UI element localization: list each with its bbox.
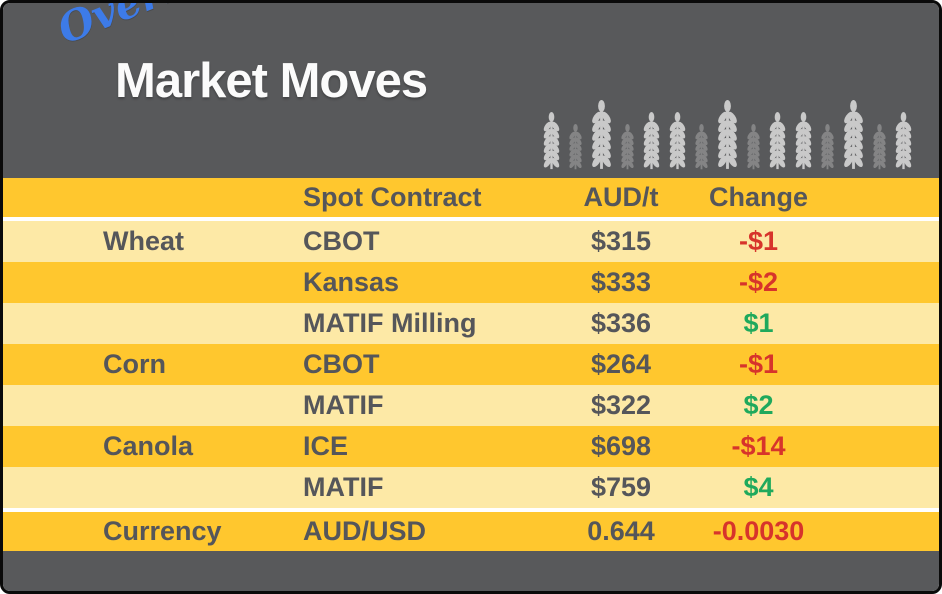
- price-cell: $759: [590, 472, 652, 502]
- table-header-row: Spot Contract AUD/t Change: [3, 178, 939, 217]
- footer-band: [3, 551, 939, 591]
- commodity-cell: Currency: [103, 516, 222, 546]
- overnight-script-text: Overnight: [51, 3, 282, 54]
- currency-row: Currency AUD/USD 0.644 -0.0030: [3, 512, 939, 551]
- wheat-icon: [590, 100, 613, 170]
- wheat-icon: [894, 112, 913, 170]
- commodity-cell: Corn: [103, 349, 166, 379]
- wheat-icon: [746, 124, 761, 170]
- change-cell: -$14: [731, 431, 786, 461]
- wheat-icon: [642, 112, 661, 170]
- table-row: Canola ICE $698 -$14: [3, 426, 939, 467]
- table-row: MATIF $322 $2: [3, 385, 939, 426]
- header-banner: Overnight Market Moves: [3, 3, 939, 178]
- header-change: Change: [708, 182, 808, 212]
- table-row: MATIF Milling $336 $1: [3, 303, 939, 344]
- wheat-icon: [542, 112, 561, 170]
- commodity-cell: Wheat: [103, 226, 184, 256]
- contract-cell: MATIF Milling: [303, 308, 477, 338]
- table-row: MATIF $759 $4: [3, 467, 939, 508]
- wheat-icon: [842, 100, 865, 170]
- wheat-icon: [694, 124, 709, 170]
- price-cell: $333: [590, 267, 652, 297]
- wheat-icon: [668, 112, 687, 170]
- change-cell: $4: [743, 472, 774, 502]
- change-cell: -0.0030: [712, 516, 805, 546]
- price-cell: 0.644: [587, 516, 655, 546]
- contract-cell: CBOT: [303, 226, 380, 256]
- price-cell: $264: [590, 349, 652, 379]
- contract-cell: AUD/USD: [303, 516, 427, 546]
- wheat-icons-strip: [542, 100, 913, 170]
- wheat-icon: [794, 112, 813, 170]
- contract-cell: MATIF: [303, 472, 384, 502]
- wheat-icon: [768, 112, 787, 170]
- price-cell: $322: [590, 390, 652, 420]
- price-cell: $336: [590, 308, 652, 338]
- change-cell: -$2: [738, 267, 779, 297]
- contract-cell: Kansas: [303, 267, 400, 297]
- price-cell: $698: [590, 431, 652, 461]
- wheat-icon: [820, 124, 835, 170]
- contract-cell: CBOT: [303, 349, 380, 379]
- page-title: Market Moves: [115, 54, 428, 108]
- wheat-icon: [620, 124, 635, 170]
- divider: [3, 508, 939, 512]
- wheat-icon: [872, 124, 887, 170]
- header-spot-contract: Spot Contract: [303, 182, 482, 212]
- header-aud-t: AUD/t: [583, 182, 659, 212]
- wheat-icon: [716, 100, 739, 170]
- commodity-cell: Canola: [103, 431, 194, 461]
- wheat-icon: [568, 124, 583, 170]
- change-cell: -$1: [738, 226, 779, 256]
- change-cell: $1: [743, 308, 774, 338]
- price-cell: $315: [590, 226, 652, 256]
- market-table: Spot Contract AUD/t Change Wheat CBOT $3…: [3, 178, 939, 551]
- table-row: Wheat CBOT $315 -$1: [3, 221, 939, 262]
- table-row: Corn CBOT $264 -$1: [3, 344, 939, 385]
- change-cell: $2: [743, 390, 774, 420]
- divider: [3, 217, 939, 221]
- contract-cell: MATIF: [303, 390, 384, 420]
- change-cell: -$1: [738, 349, 779, 379]
- table-row: Kansas $333 -$2: [3, 262, 939, 303]
- contract-cell: ICE: [303, 431, 349, 461]
